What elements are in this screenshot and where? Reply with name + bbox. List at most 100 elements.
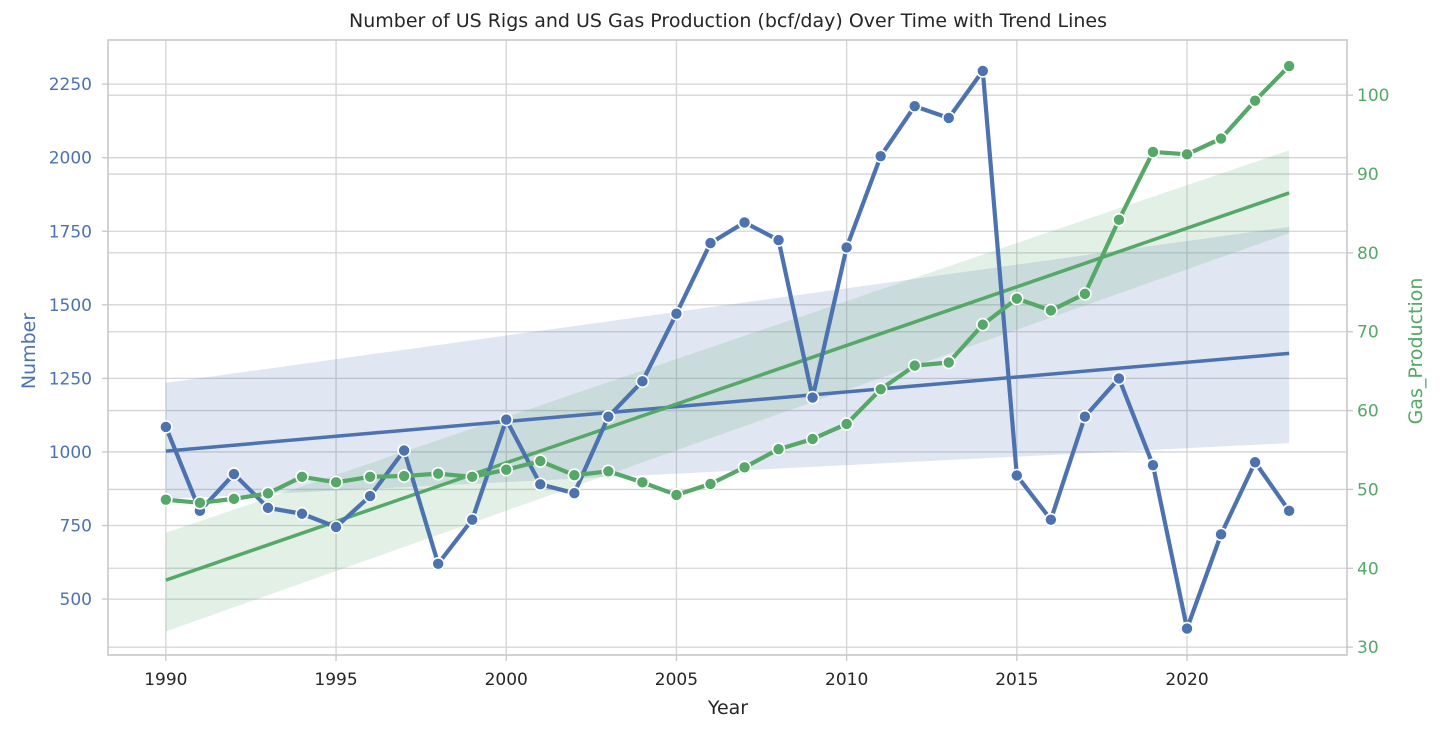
rigs-data-point [533,477,548,492]
gas-data-point [261,486,275,501]
gas-data-point [1180,147,1194,162]
rigs-data-point [635,374,650,389]
gas-data-point [975,317,990,332]
gas-data-point [431,466,445,481]
gas-data-point [533,454,548,468]
rigs-data-point [431,556,445,571]
gas-data-point [771,442,786,457]
gas-data-point [567,468,582,483]
gas-data-point [669,488,684,502]
y-left-tick-label: 500 [60,590,92,610]
gas-series-line [163,63,1292,505]
gas-data-point [941,355,956,370]
rigs-data-point [771,233,786,247]
gas-data-point [159,492,173,507]
rigs-data-point [261,501,275,515]
y-left-tick-label: 1500 [49,296,92,316]
gas-data-point [1146,145,1160,159]
y-left-tick-label: 2250 [49,75,92,95]
rigs-data-point [329,520,343,534]
chart-title: Number of US Rigs and US Gas Production … [349,10,1107,32]
rigs-data-point [1248,455,1262,470]
rigs-data-point [295,506,309,521]
gas-data-point [635,475,650,490]
x-tick-label: 2015 [995,670,1038,690]
rigs-data-point [1180,621,1194,636]
rigs-data-point [669,306,684,321]
x-tick-label: 2000 [485,670,528,690]
x-tick-label: 2010 [825,670,868,690]
gas-data-point [193,496,207,510]
gas-data-point [1248,93,1262,108]
rigs-confidence-band [165,226,1290,500]
rigs-data-point [465,512,480,527]
gas-data-point [227,492,241,506]
rigs-data-point [363,489,377,503]
gas-data-point [1112,212,1126,227]
y-right-tick-label: 90 [1357,165,1379,185]
y-right-tick-label: 70 [1357,323,1379,343]
rigs-trend-line [165,351,1290,453]
rigs-data-point [1044,512,1058,527]
rigs-data-point [873,149,888,164]
x-tick-label: 1990 [144,670,187,690]
rigs-data-point [975,64,990,78]
rigs-data-point [499,412,514,427]
gas-data-point [1214,131,1228,146]
y-left-tick-label: 1000 [49,443,92,463]
gas-confidence-band [165,150,1290,632]
gas-data-point [907,358,922,373]
y-right-tick-label: 60 [1357,402,1379,422]
gas-data-point [397,469,411,483]
x-tick-label: 2020 [1165,670,1208,690]
gas-data-point [295,470,309,484]
confidence-bands [165,150,1290,632]
y-right-tick-label: 40 [1357,559,1379,579]
gas-data-point [1044,303,1058,318]
rigs-data-point [567,486,582,500]
rigs-data-point [1078,409,1092,424]
rigs-data-point [941,111,956,125]
y-right-tick-label: 80 [1357,244,1379,264]
rigs-data-point [907,99,922,114]
y-right-tick-label: 100 [1357,86,1389,106]
rigs-data-point [805,390,820,405]
gas-data-point [873,382,888,397]
rigs-data-point [601,409,616,424]
rigs-data-point [1010,468,1024,483]
gas-data-point [601,464,616,479]
rigs-data-point [159,420,173,434]
gas-data-point [1078,287,1092,301]
gas-data-point [805,432,820,446]
rigs-data-point [1282,504,1296,518]
data-series [159,59,1296,636]
gas-data-point [465,470,480,484]
rigs-data-point [737,215,752,230]
y-left-tick-label: 1750 [49,222,92,242]
rigs-data-point [1214,527,1228,542]
rigs-data-point [1146,458,1160,473]
gas-data-point [1282,59,1296,73]
gas-data-point [1010,291,1024,306]
y-left-tick-label: 2000 [49,149,92,169]
y-axis-left-label: Number [18,313,40,390]
rigs-data-point [839,240,854,255]
rigs-data-point [703,236,718,250]
gas-data-point [737,460,752,475]
gas-data-point [363,470,377,484]
y-left-tick-label: 1250 [49,369,92,389]
y-left-tick-label: 750 [60,517,92,537]
rigs-data-point [227,467,241,481]
gas-data-point [703,477,718,491]
y-right-tick-label: 50 [1357,480,1379,500]
x-tick-label: 2005 [655,670,698,690]
rigs-data-point [1112,371,1126,386]
x-axis-label: Year [707,697,748,719]
y-axis-right-label: Gas_Production [1405,278,1427,425]
rigs-data-point [397,443,411,458]
plot-frame [107,39,1348,656]
y-right-tick-label: 30 [1357,638,1379,658]
gas-data-point [329,475,343,490]
gas-data-point [499,462,514,477]
